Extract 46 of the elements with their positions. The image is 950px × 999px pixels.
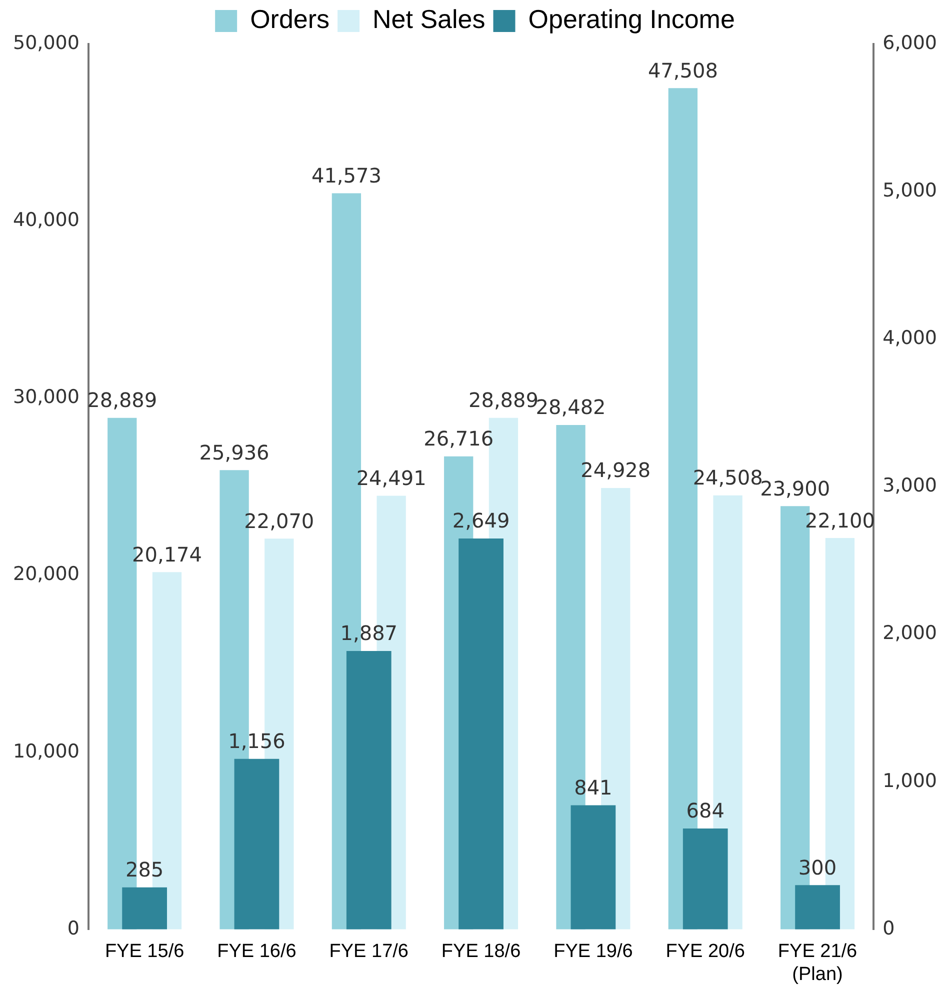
y2-tick-label: 3,000 — [882, 474, 938, 497]
y2-tick-label: 5,000 — [882, 180, 938, 202]
y-tick-label: 20,000 — [12, 563, 80, 586]
x-tick-label: FYE 17/6 — [329, 941, 408, 962]
y2-tick-label: 6,000 — [882, 32, 938, 54]
x-tick-label: FYE 19/6 — [554, 941, 633, 962]
data-label: 1,156 — [228, 729, 286, 754]
data-label: 2,649 — [452, 508, 510, 533]
data-label: 23,900 — [760, 476, 830, 500]
data-label: 41,573 — [311, 163, 382, 188]
data-label: 300 — [798, 855, 837, 880]
data-label: 22,070 — [244, 508, 314, 533]
bar — [570, 805, 616, 930]
x-tick-label: FYE 15/6 — [104, 941, 184, 962]
data-label: 684 — [686, 798, 724, 823]
data-label: 28,482 — [536, 395, 606, 420]
y-tick-label: 50,000 — [12, 32, 80, 54]
y2-tick-label: 1,000 — [882, 770, 938, 792]
legend-label: Net Sales — [372, 4, 486, 34]
x-tick-label: FYE 16/6 — [217, 941, 296, 962]
data-label: 24,508 — [692, 466, 763, 490]
y2-tick-label: 2,000 — [882, 622, 938, 644]
data-label: 47,508 — [648, 58, 718, 82]
y2-tick-label: 4,000 — [882, 327, 938, 350]
y-tick-label: 30,000 — [12, 386, 80, 408]
bar — [682, 828, 728, 930]
data-label: 841 — [574, 776, 612, 800]
data-label: 26,716 — [424, 426, 494, 451]
y-tick-label: 10,000 — [12, 740, 80, 762]
bar — [795, 885, 840, 930]
y-tick-label: 0 — [67, 917, 80, 940]
data-label: 285 — [125, 858, 164, 882]
x-tick-label: FYE 18/6 — [441, 941, 521, 962]
y-tick-label: 40,000 — [12, 209, 80, 232]
data-label: 24,491 — [356, 466, 426, 490]
data-label: 28,889 — [468, 388, 538, 412]
data-label: 1,887 — [340, 621, 398, 646]
data-label: 24,928 — [580, 458, 651, 482]
data-label: 20,174 — [132, 542, 202, 566]
x-tick-label: FYE 20/6 — [666, 941, 745, 962]
data-label: 25,936 — [199, 440, 270, 464]
legend-label: Operating Income — [528, 4, 735, 34]
legend-label: Orders — [250, 4, 330, 34]
bar — [122, 887, 167, 930]
y2-tick-label: 0 — [882, 917, 895, 940]
x-tick-label: FYE 21/6 (Plan) — [778, 941, 858, 985]
